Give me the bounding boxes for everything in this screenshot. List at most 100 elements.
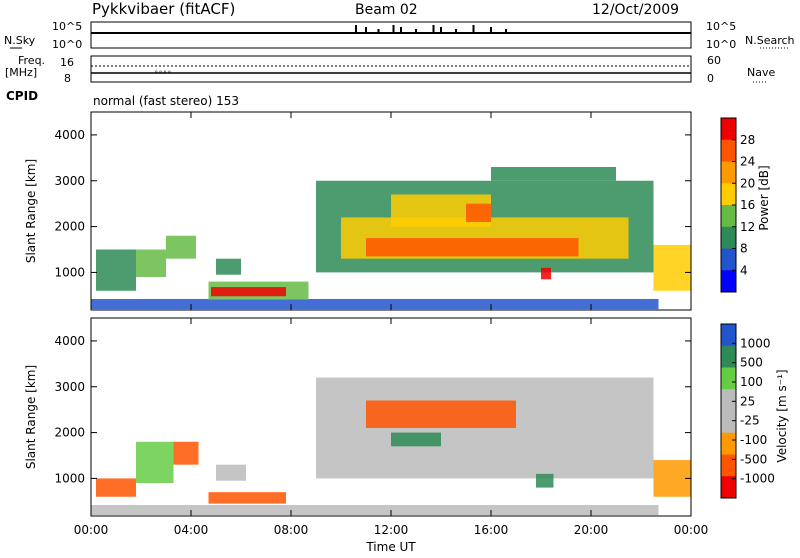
power-colorbar: 28 24 20 16 12 8 4 (720, 117, 755, 293)
y-tick-label: 1000 (54, 265, 85, 279)
velocity-y-ticks: 4000 3000 2000 1000 (54, 334, 691, 485)
echo-region (216, 464, 246, 481)
y-tick-label: 1000 (54, 471, 85, 485)
colorbar-segment (721, 205, 736, 228)
y-tick-label: 2000 (54, 426, 85, 440)
colorbar-segment (721, 389, 736, 412)
time-axis-label: Time UT (365, 540, 416, 554)
echo-region (96, 478, 136, 497)
colorbar-tick-label: 25 (740, 394, 755, 408)
colorbar-segment (721, 161, 736, 184)
colorbar-tick-label: 16 (740, 198, 755, 212)
velocity-echoes (91, 377, 691, 516)
beam-label: Beam 02 (355, 2, 418, 18)
power-x-ticks (90, 112, 692, 310)
freq-strip-frame (90, 55, 692, 83)
cpid-label: CPID (6, 89, 38, 103)
echo-region (136, 441, 174, 483)
colorbar-segment (721, 324, 736, 347)
colorbar-tick-label: 4 (740, 263, 748, 277)
velocity-panel: 4000 3000 2000 1000 00:00 04:00 08:00 12:00 16:… (24, 317, 789, 554)
noise-left-tick-bottom: 10^0 (52, 38, 82, 51)
colorbar-tick-label: 28 (740, 133, 755, 147)
colorbar-frame (720, 323, 737, 499)
noise-left-tick-top: 10^5 (52, 20, 82, 33)
nsearch-label: N.Search (745, 34, 795, 47)
y-tick-label: 4000 (54, 128, 85, 142)
echo-region (491, 167, 616, 181)
echo-region (208, 492, 286, 504)
colorbar-segment (721, 432, 736, 455)
echo-region (91, 505, 659, 516)
colorbar-tick-label: 20 (740, 176, 755, 190)
power-echoes (91, 167, 691, 310)
noise-right-tick-bottom: 10^0 (706, 38, 736, 51)
noise-right-tick-top: 10^5 (706, 20, 736, 33)
x-tick-label: 04:00 (174, 523, 209, 537)
noise-spikes (355, 25, 507, 33)
freq-left-tick-bottom: 8 (64, 72, 71, 85)
echo-region (391, 432, 441, 447)
echo-region (541, 267, 551, 280)
colorbar-tick-label: 500 (740, 356, 763, 370)
echo-region (466, 203, 491, 222)
echo-region (653, 244, 691, 291)
colorbar-tick-label: -500 (740, 452, 767, 466)
velocity-ylabel: Slant Range [km] (24, 365, 38, 469)
noise-strip: 10^5 10^0 10^5 10^0 N.Sky N.Search (4, 20, 795, 51)
x-tick-label: 20:00 (574, 523, 609, 537)
colorbar-tick-label: 1000 (740, 336, 771, 350)
colorbar-segment (721, 454, 736, 477)
freq-label-line2: [MHz] (5, 66, 37, 79)
nsky-label: N.Sky (4, 34, 36, 47)
freq-blip: ∘∘∘∘ (154, 68, 172, 76)
freq-right-tick-bottom: 0 (707, 72, 714, 85)
echo-region (653, 460, 691, 497)
colorbar-tick-label: -25 (740, 414, 760, 428)
echo-region (91, 299, 659, 310)
x-tick-label: 16:00 (474, 523, 509, 537)
cpid-text: normal (fast stereo) 153 (93, 94, 239, 108)
power-ylabel: Slant Range [km] (24, 159, 38, 263)
colorbar-tick-label: 12 (740, 220, 755, 234)
station-title: Pykkvibaer (fitACF) (92, 0, 235, 18)
colorbar-segment (721, 367, 736, 390)
colorbar-tick-label: -1000 (740, 472, 775, 486)
echo-region (211, 287, 286, 297)
echo-region (366, 238, 579, 257)
colorbar-segment (721, 270, 736, 293)
echo-region (136, 249, 166, 277)
echo-region (366, 400, 516, 428)
velocity-colorbar: 1000 500 100 25 -25 -100 -500 -1000 (720, 323, 775, 499)
colorbar-segment (721, 118, 736, 141)
x-tick-label: 00:00 (74, 523, 109, 537)
power-colorbar-label: Power [dB] (757, 165, 771, 230)
date-label: 12/Oct/2009 (592, 2, 679, 18)
colorbar-tick-label: 100 (740, 375, 763, 389)
velocity-colorbar-label: Velocity [m s⁻¹] (775, 369, 789, 462)
power-panel: 4000 3000 2000 1000 Slant Range [km] 28 24 20… (24, 111, 771, 311)
power-y-ticks: 4000 3000 2000 1000 (54, 128, 691, 279)
colorbar-segment (721, 226, 736, 249)
colorbar-segment (721, 139, 736, 162)
freq-label-line1: Freq. (18, 54, 45, 67)
colorbar-tick-label: 8 (740, 242, 748, 256)
echo-region (536, 473, 554, 488)
y-tick-label: 3000 (54, 174, 85, 188)
y-tick-label: 3000 (54, 380, 85, 394)
x-tick-label: 08:00 (274, 523, 309, 537)
freq-right-tick-top: 60 (707, 54, 721, 67)
frequency-strip: ∘∘∘∘ Freq. [MHz] 16 8 60 0 Nave (5, 54, 775, 85)
y-tick-label: 2000 (54, 220, 85, 234)
colorbar-segment (721, 248, 736, 271)
colorbar-segment (721, 183, 736, 206)
echo-region (173, 441, 199, 465)
velocity-x-ticks: 00:00 04:00 08:00 12:00 16:00 20:00 00:00 (74, 318, 708, 537)
noise-strip-frame (90, 21, 692, 49)
echo-region (166, 235, 196, 259)
colorbar-segment (721, 476, 736, 499)
echo-region (216, 258, 241, 275)
colorbar-tick-label: 24 (740, 155, 755, 169)
